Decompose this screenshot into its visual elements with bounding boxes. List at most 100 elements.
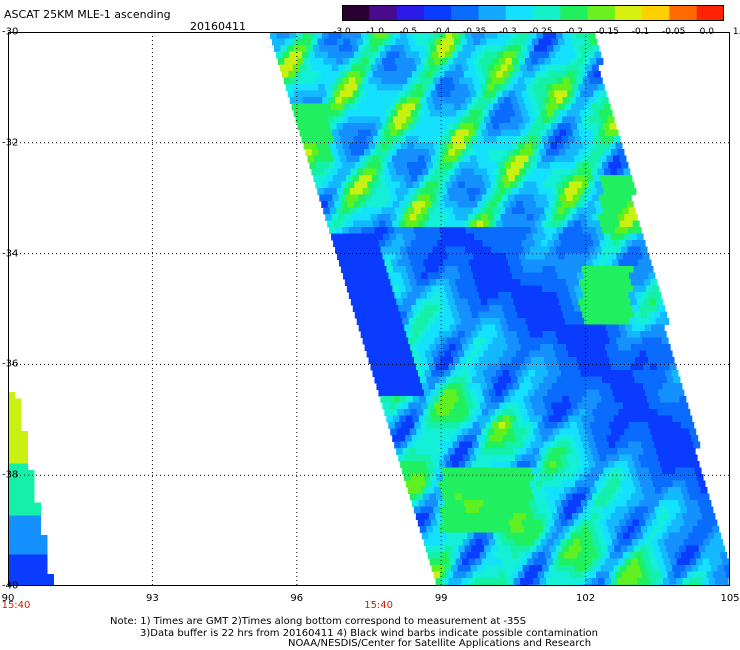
swath-cell [504,77,512,85]
swath-cell [623,233,631,241]
swath-cell [610,467,618,475]
swath-cell [336,58,344,65]
swath-cell [687,552,695,559]
swath-cell [660,461,668,468]
swath-cell [407,272,415,280]
swath-cell [529,415,537,423]
swath-cell [598,194,606,202]
swath-cell [503,51,511,59]
swath-cell [473,402,481,410]
swath-cell [626,500,634,507]
swath-cell [513,233,521,241]
swath-cell [419,526,427,533]
swath-cell [561,350,569,358]
swath-cell [682,448,690,455]
swath-cell [461,493,469,501]
swath-cell [460,253,468,260]
swath-cell [614,526,622,533]
swath-cell [481,428,489,436]
swath-cell [640,526,648,533]
swath-cell [397,129,405,137]
swath-cell [596,142,604,150]
swath-cell [465,97,473,104]
swath-cell [344,279,352,286]
swath-cell [450,285,458,293]
swath-cell [435,513,443,520]
swath-cell [550,58,558,65]
swath-cell [615,142,623,150]
swath-cell [611,214,619,221]
swath-cell [529,331,537,338]
swath-cell [412,136,420,143]
swath-cell [673,376,681,384]
swath-cell [560,324,568,332]
swath-cell [455,578,463,585]
swath-cell [341,181,349,189]
swath-cell [497,331,505,338]
swath-cell [445,396,453,403]
swath-cell [643,363,651,371]
swath-cell [602,207,610,215]
swath-cell [452,526,460,533]
swath-cell [666,480,674,488]
swath-cell [8,476,15,484]
swath-cell [402,253,410,260]
swath-cell [305,64,313,72]
swath-cell [617,363,625,371]
swath-cell [377,45,385,52]
swath-cell [407,58,415,65]
swath-cell [638,305,646,312]
swath-cell [514,558,522,566]
swath-cell [566,558,574,566]
swath-cell [550,292,558,299]
swath-cell [467,233,475,241]
swath-cell [316,58,324,65]
swath-cell [355,227,363,234]
swath-cell [603,123,611,130]
swath-cell [524,142,532,150]
swath-cell [530,461,538,468]
swath-cell [444,435,452,442]
swath-cell [470,565,478,572]
swath-cell [690,454,698,462]
swath-cell [456,539,464,546]
swath-cell [14,496,22,503]
swath-cell [397,45,405,52]
swath-cell [424,435,432,442]
swath-cell [618,324,626,332]
swath-cell [469,324,477,332]
swath-cell [406,162,414,169]
swath-cell [350,168,358,176]
swath-cell [405,415,413,423]
swath-cell [431,565,439,572]
swath-cell [323,207,331,215]
swath-cell [627,181,635,189]
swath-cell [14,567,22,575]
swath-cell [689,558,697,566]
swath-cell [392,285,400,293]
swath-cell [584,84,592,91]
swath-cell [490,51,498,59]
swath-cell [465,162,473,169]
swath-cell [321,181,329,189]
swath-cell [323,142,331,150]
swath-cell [618,259,626,267]
swath-cell [389,298,397,306]
swath-cell [435,363,443,371]
swath-cell [480,532,488,540]
swath-cell [423,324,431,332]
swath-cell [440,402,448,410]
swath-cell [345,175,353,182]
swath-cell [542,201,550,208]
swath-cell [559,493,567,501]
swath-cell [27,509,35,516]
swath-cell [411,435,419,442]
swath-cell [473,38,481,46]
swath-cell [603,383,611,390]
swath-cell [495,240,503,247]
swath-cell [482,110,490,117]
swath-cell [453,188,461,195]
swath-cell [491,461,499,468]
swath-cell [531,487,539,494]
swath-cell [372,155,380,163]
